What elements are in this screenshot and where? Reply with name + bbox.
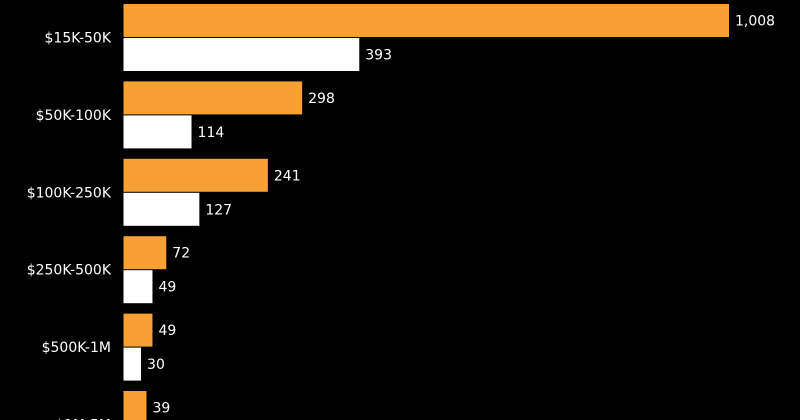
value-label-series-0-cat-2: 241 <box>274 168 301 184</box>
bar-series-1-cat-0 <box>123 38 360 71</box>
value-label-series-0-cat-5: 39 <box>152 401 170 417</box>
bar-series-1-cat-1 <box>123 115 192 149</box>
bar-series-0-cat-1 <box>123 81 303 115</box>
bar-series-1-cat-4 <box>123 347 142 381</box>
value-label-series-0-cat-1: 298 <box>308 91 335 107</box>
bar-series-0-cat-3 <box>123 236 167 270</box>
category-label-5: $1M-5M <box>55 418 111 420</box>
value-label-series-1-cat-1: 114 <box>198 125 225 141</box>
category-label-4: $500K-1M <box>42 340 111 356</box>
value-label-series-1-cat-3: 49 <box>158 280 176 296</box>
bar-series-0-cat-4 <box>123 313 153 347</box>
value-label-series-1-cat-0: 393 <box>365 48 392 64</box>
category-label-3: $250K-500K <box>27 263 112 279</box>
bar-series-1-cat-2 <box>123 192 200 226</box>
bar-series-0-cat-2 <box>123 158 268 192</box>
category-label-0: $15K-50K <box>45 31 112 47</box>
category-label-1: $50K-100K <box>36 108 112 124</box>
bar-series-0-cat-0 <box>123 4 729 37</box>
bars-layer <box>123 4 729 420</box>
value-label-series-1-cat-4: 30 <box>147 357 165 373</box>
bar-series-1-cat-3 <box>123 270 153 304</box>
category-label-2: $100K-250K <box>27 185 112 201</box>
labels-layer: 1,008 393 $15K-50K 298 114 $50K-100K 241 127 $10… <box>27 14 775 420</box>
value-label-series-0-cat-4: 49 <box>158 323 176 339</box>
value-label-series-0-cat-0: 1,008 <box>735 14 775 30</box>
bar-series-0-cat-5 <box>123 391 147 420</box>
value-label-series-0-cat-3: 72 <box>172 246 190 262</box>
value-label-series-1-cat-2: 127 <box>205 202 232 218</box>
